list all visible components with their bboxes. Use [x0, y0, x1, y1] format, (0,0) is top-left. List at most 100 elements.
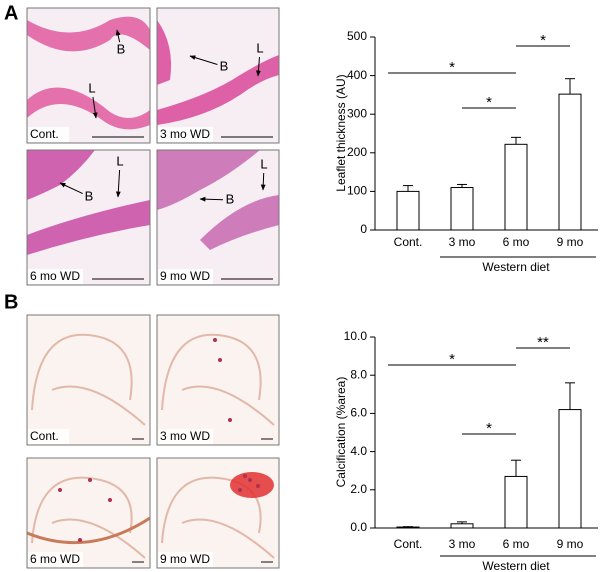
error-bar — [565, 382, 575, 410]
error-bar — [403, 185, 413, 192]
image-label: 9 mo WD — [160, 552, 210, 566]
structure-label: L — [260, 156, 267, 171]
label-bg — [158, 429, 213, 444]
image-label: 6 mo WD — [30, 552, 80, 566]
structure-label: L — [88, 80, 95, 95]
y-tick-label: 8.0 — [350, 367, 367, 381]
micrograph — [27, 315, 150, 445]
structure-label: B — [117, 41, 126, 56]
significance-label: ** — [537, 334, 549, 351]
pointer-arrow — [92, 96, 98, 119]
pointer-arrow — [115, 169, 121, 198]
tissue — [27, 16, 150, 52]
bar — [558, 93, 582, 231]
stain-spot — [108, 498, 112, 502]
structure-label: L — [116, 153, 123, 168]
bar — [450, 523, 474, 529]
y-tick-label: 10.0 — [344, 329, 368, 343]
calcification — [230, 472, 274, 498]
y-tick-label: 400 — [347, 68, 367, 82]
error-bar — [457, 521, 467, 524]
micrograph-bg — [157, 315, 279, 445]
bar — [396, 526, 420, 529]
bar — [558, 409, 582, 529]
x-tick-label: 3 mo — [449, 235, 476, 249]
label-bg — [28, 429, 69, 444]
stain-spot — [218, 358, 222, 362]
pointer-arrow — [115, 29, 121, 43]
stain-spot — [213, 338, 217, 342]
group-label: Western diet — [482, 260, 550, 274]
tissue-edge — [27, 516, 150, 545]
structure-label: B — [85, 188, 94, 203]
label-bg — [28, 269, 83, 284]
stain-spot — [243, 474, 247, 478]
micrograph — [27, 458, 150, 568]
micrograph-frame — [26, 7, 151, 144]
micrograph-bg — [27, 315, 150, 445]
y-axis-label: Leaflet thickness (AU) — [334, 74, 348, 191]
error-bar — [511, 459, 521, 477]
bar — [504, 475, 528, 529]
pointer-arrow — [260, 172, 266, 191]
y-tick-label: 2.0 — [350, 482, 367, 496]
micrograph — [157, 458, 279, 568]
label-bg — [28, 552, 83, 567]
y-tick-label: 300 — [347, 106, 367, 120]
stain-spot — [248, 478, 252, 482]
image-label: Cont. — [30, 127, 59, 141]
micrograph — [157, 8, 279, 143]
x-tick-label: Cont. — [394, 537, 423, 551]
x-tick-label: 3 mo — [449, 537, 476, 551]
label-bg — [158, 127, 213, 142]
tissue-outline — [161, 476, 275, 559]
image-label: 6 mo WD — [30, 269, 80, 283]
y-tick-label: 0 — [360, 222, 367, 236]
bar — [396, 190, 420, 231]
structure-label: B — [220, 58, 229, 73]
error-bar — [457, 183, 467, 188]
stain-spot — [256, 484, 260, 488]
pointer-arrow — [59, 182, 83, 194]
micrograph-frame — [156, 457, 280, 569]
micrograph — [157, 150, 279, 285]
image-label: 3 mo WD — [160, 127, 210, 141]
stain-spot — [228, 418, 232, 422]
tissue — [27, 87, 150, 130]
tissue — [27, 200, 150, 255]
micrograph-frame — [26, 149, 151, 286]
stain-spot — [78, 538, 82, 542]
error-bar — [511, 136, 521, 145]
tissue-outline — [31, 333, 146, 426]
tissue-outline — [161, 333, 275, 426]
image-label: 3 mo WD — [160, 429, 210, 443]
panel-letter: A — [4, 2, 18, 24]
image-label: Cont. — [30, 429, 59, 443]
pointer-arrow — [199, 196, 224, 202]
structure-label: B — [226, 191, 235, 206]
y-tick-label: 200 — [347, 145, 367, 159]
x-tick-label: Cont. — [394, 235, 423, 249]
stain-spot — [58, 488, 62, 492]
structure-label: L — [256, 40, 263, 55]
micrograph — [27, 150, 150, 285]
micrograph-frame — [156, 7, 280, 144]
tissue — [157, 55, 279, 125]
pointer-arrow — [189, 55, 218, 66]
tissue — [157, 20, 172, 85]
y-tick-label: 0.0 — [350, 520, 367, 534]
y-tick-label: 6.0 — [350, 406, 367, 420]
x-tick-label: 9 mo — [557, 235, 584, 249]
panel-letter: B — [4, 291, 18, 313]
label-bg — [158, 269, 213, 284]
stain-spot — [88, 478, 92, 482]
micrograph-frame — [156, 149, 280, 286]
significance-label: * — [486, 94, 492, 111]
micrograph-frame — [156, 314, 280, 446]
bar — [504, 143, 528, 231]
y-tick-label: 100 — [347, 184, 367, 198]
label-bg — [158, 552, 213, 567]
tissue — [200, 195, 279, 250]
group-label: Western diet — [482, 559, 550, 572]
